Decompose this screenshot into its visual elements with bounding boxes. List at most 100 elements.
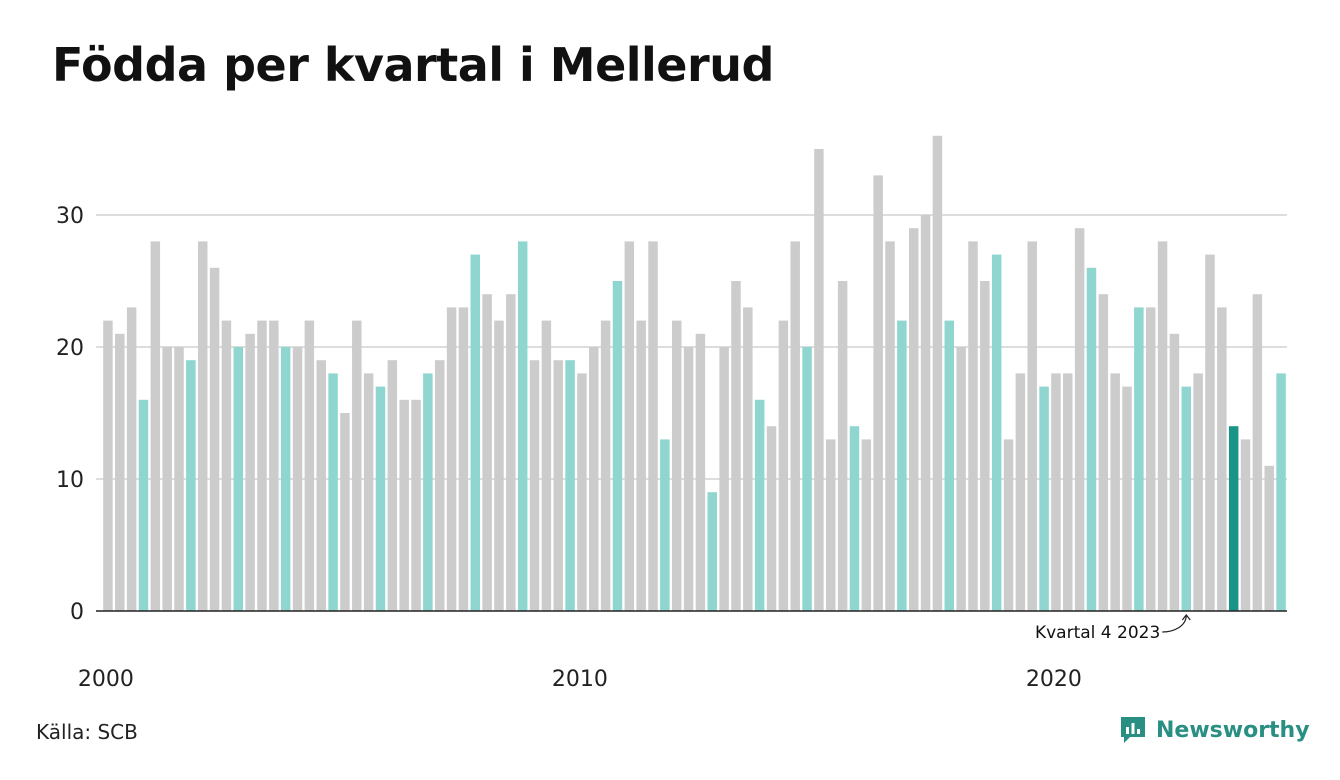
bar [209, 267, 220, 611]
bar [743, 307, 753, 611]
bar [399, 399, 409, 611]
bar [245, 333, 255, 611]
bar [754, 399, 765, 611]
bar [1169, 333, 1180, 611]
bar [280, 347, 291, 611]
bar [553, 360, 563, 611]
bar [1145, 307, 1156, 611]
bar [612, 281, 623, 611]
bar [494, 320, 504, 611]
bar [897, 320, 907, 611]
bar [221, 320, 232, 611]
bar [1039, 386, 1049, 611]
bar [1015, 373, 1026, 611]
bar [304, 320, 315, 611]
bar [1240, 439, 1251, 611]
bar [648, 241, 658, 611]
bar [1051, 373, 1061, 611]
bar [1193, 373, 1203, 611]
bar [660, 439, 670, 611]
bar [1074, 228, 1085, 611]
bar [968, 241, 978, 611]
bar [541, 320, 552, 611]
bars [103, 135, 1286, 612]
bar [565, 360, 575, 611]
bar [861, 439, 872, 611]
bar [1027, 241, 1037, 611]
bar [363, 373, 374, 611]
bar [790, 241, 800, 611]
bar-chart: 0 10 20 30 2000 2010 2020 Kvartal 4 2023 [56, 135, 1287, 692]
bar [1110, 373, 1120, 611]
y-tick-label: 10 [56, 468, 84, 493]
bar [411, 399, 421, 611]
bar [340, 413, 350, 611]
bar [352, 320, 362, 611]
bar [1205, 254, 1215, 611]
bar [600, 320, 611, 611]
bar [126, 307, 137, 611]
bar [814, 149, 824, 611]
bar [837, 281, 848, 611]
bar [920, 215, 931, 611]
bar [1134, 307, 1144, 611]
bar [162, 347, 172, 611]
bar [707, 492, 718, 611]
bar [1181, 386, 1192, 611]
bar [885, 241, 895, 611]
bar [174, 347, 184, 611]
bar [328, 373, 338, 611]
bar [434, 360, 445, 611]
bar [956, 347, 966, 611]
bar [1264, 465, 1274, 611]
bar [517, 241, 528, 611]
y-tick-label: 0 [70, 600, 84, 625]
bar [1003, 439, 1014, 611]
annotation: Kvartal 4 2023 [1035, 614, 1191, 643]
bar [375, 386, 386, 611]
chart-title: Födda per kvartal i Mellerud [52, 38, 774, 92]
bar [1122, 386, 1132, 611]
bar [719, 347, 729, 611]
brand-logo: Newsworthy [1118, 714, 1310, 746]
bar [636, 320, 646, 611]
bar [458, 307, 469, 611]
brand-name: Newsworthy [1156, 717, 1310, 743]
bar [849, 426, 860, 611]
bar [683, 347, 694, 611]
bar [1086, 267, 1097, 611]
annotation-label: Kvartal 4 2023 [1035, 623, 1160, 643]
bar [387, 360, 398, 611]
bar [778, 320, 789, 611]
bar [671, 320, 682, 611]
bar [991, 254, 1002, 611]
bar [1098, 294, 1109, 611]
bar [802, 347, 812, 611]
bar [826, 439, 836, 611]
bar [908, 228, 919, 611]
y-tick-label: 30 [56, 204, 84, 229]
bar [446, 307, 457, 611]
bar [731, 281, 741, 611]
bar [873, 175, 883, 611]
bar [589, 347, 599, 611]
bar [470, 254, 481, 611]
bar [316, 360, 326, 611]
bar [695, 333, 706, 611]
bar [186, 360, 196, 611]
y-tick-label: 20 [56, 336, 84, 361]
bar [944, 320, 955, 611]
bar [257, 320, 267, 611]
bar [1252, 294, 1263, 611]
source-label: Källa: SCB [36, 720, 138, 744]
bar [766, 426, 777, 611]
bar [482, 294, 492, 611]
bar [1276, 373, 1286, 611]
bar [292, 347, 303, 611]
bar [506, 294, 516, 611]
bar [197, 241, 208, 611]
bar [138, 399, 149, 611]
bar [150, 241, 161, 611]
x-tick-label: 2010 [552, 667, 608, 692]
x-axis-ticks: 2000 2010 2020 [78, 667, 1082, 692]
